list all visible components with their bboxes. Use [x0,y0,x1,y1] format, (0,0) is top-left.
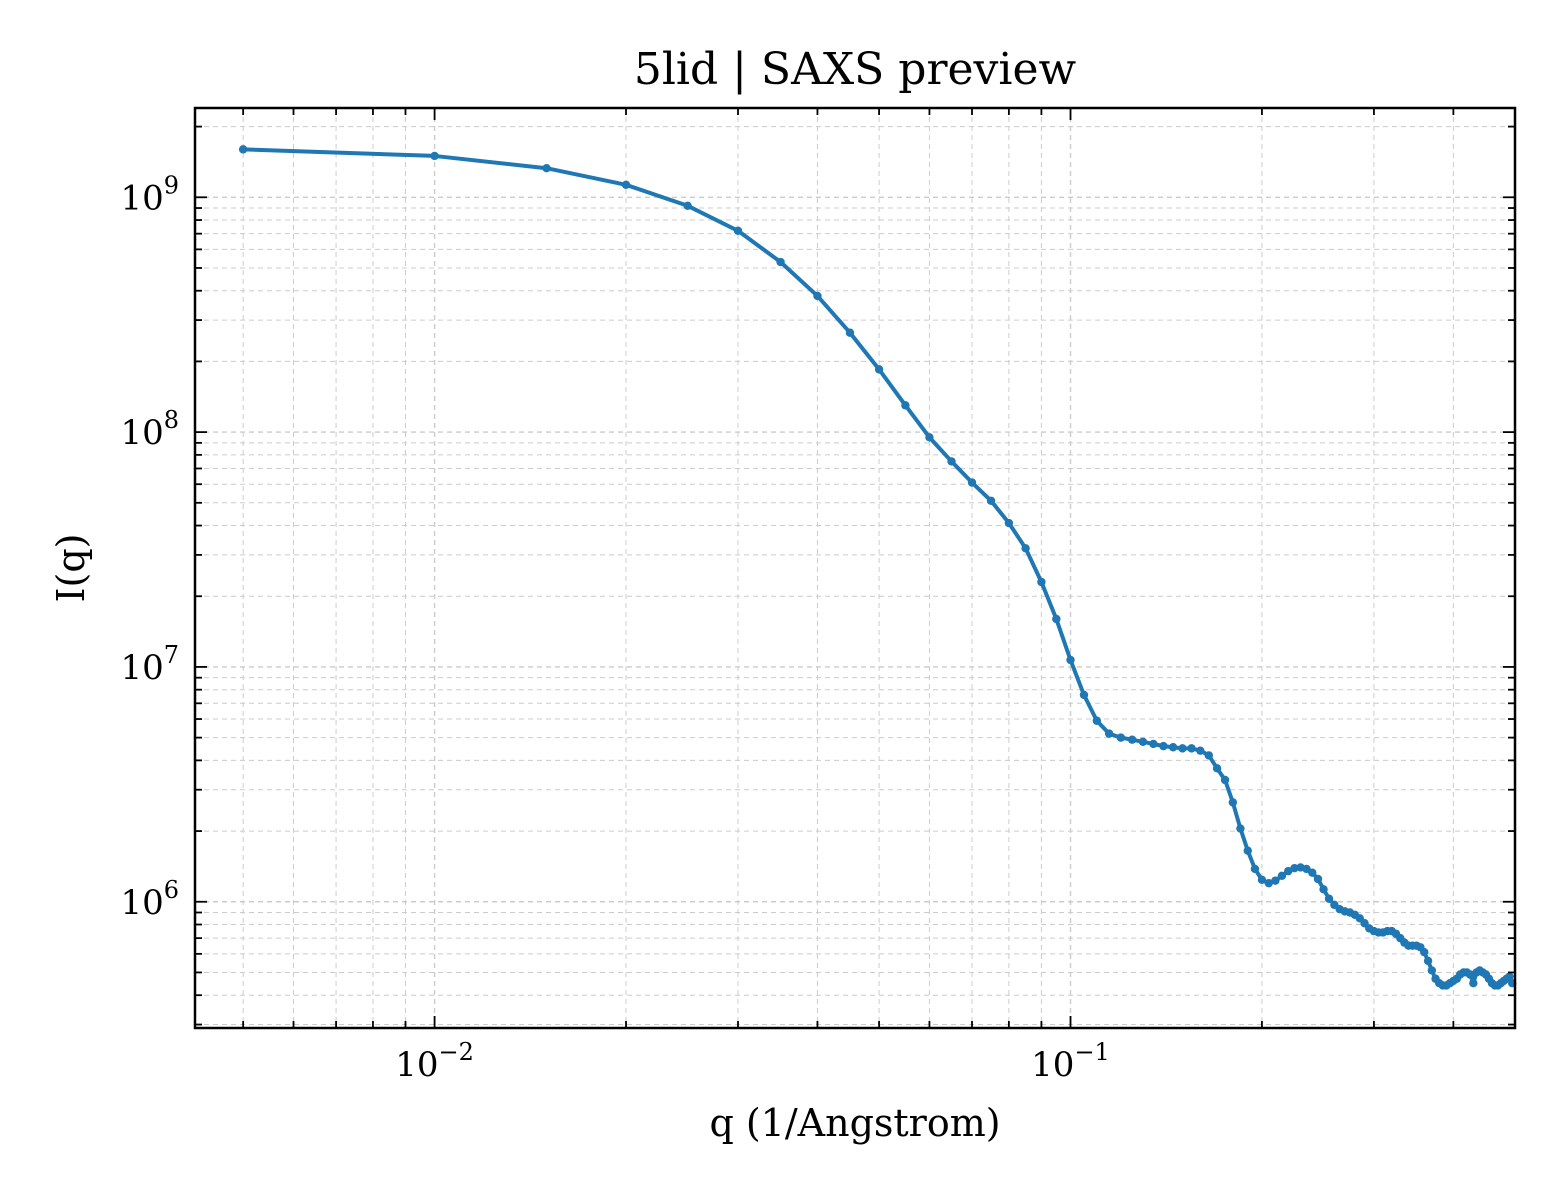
data-point [1284,866,1293,876]
data-point [1277,871,1287,880]
data-point [1236,824,1245,833]
data-point [1168,743,1178,752]
data-point [1505,972,1514,981]
series-layer [238,145,1517,990]
y-tick-label: 107 [120,641,179,688]
data-point [1178,744,1187,753]
data-point [1319,885,1328,894]
data-point [1149,739,1158,749]
y-axis-label: I(q) [49,534,93,603]
data-point [430,151,439,161]
data-point [1228,798,1238,807]
chart-title: 5lid | SAXS preview [634,44,1077,95]
data-point [1052,614,1061,624]
data-point [925,433,934,442]
x-tick-label: 10−1 [1031,1038,1110,1085]
data-point [986,496,996,505]
data-point [1257,875,1267,885]
data-point [967,478,977,487]
tick-marks [195,108,1516,1028]
data-point [1196,746,1205,755]
data-point [776,257,785,267]
data-point [1116,733,1126,742]
data-point [542,164,551,173]
data-point [1313,874,1323,884]
data-point [1066,655,1075,665]
data-point [1104,729,1114,738]
y-tick-label: 106 [120,876,179,923]
data-point [1187,744,1196,753]
data-point [683,201,692,210]
data-point [1423,956,1433,966]
data-point [1212,764,1222,773]
data-point [1092,716,1102,725]
y-tick-label: 108 [120,406,179,453]
data-point [238,145,248,154]
data-point [1469,978,1478,988]
data-point [845,328,855,337]
data-point [1250,864,1260,874]
data-point [1264,878,1273,888]
data-point [1037,577,1046,587]
data-point [1308,868,1317,877]
data-point [901,401,910,410]
data-point [1465,970,1475,979]
data-point [813,291,822,301]
data-point [733,226,743,235]
data-point [1079,690,1089,700]
tick-labels: 10−2 10−1 106 107 108 109 [120,171,1109,1085]
data-point [1138,737,1148,746]
data-point [1271,876,1280,885]
data-point [1243,846,1252,855]
data-point [874,365,884,374]
data-point [1420,947,1429,957]
plot-frame [193,106,1517,1030]
data-point [947,457,956,466]
data-point [1159,741,1168,751]
data-point [1427,966,1437,975]
data-point [1324,894,1334,903]
data-point [1204,751,1214,760]
data-point [621,180,631,190]
x-tick-label: 10−2 [395,1038,474,1085]
data-point [1127,735,1137,744]
data-point [1021,544,1030,553]
x-axis-label: q (1/Angstrom) [709,1101,1000,1145]
data-point [1220,775,1230,785]
grid-lines [195,108,1516,1028]
data-point [1004,518,1014,528]
y-tick-label: 109 [120,171,179,218]
